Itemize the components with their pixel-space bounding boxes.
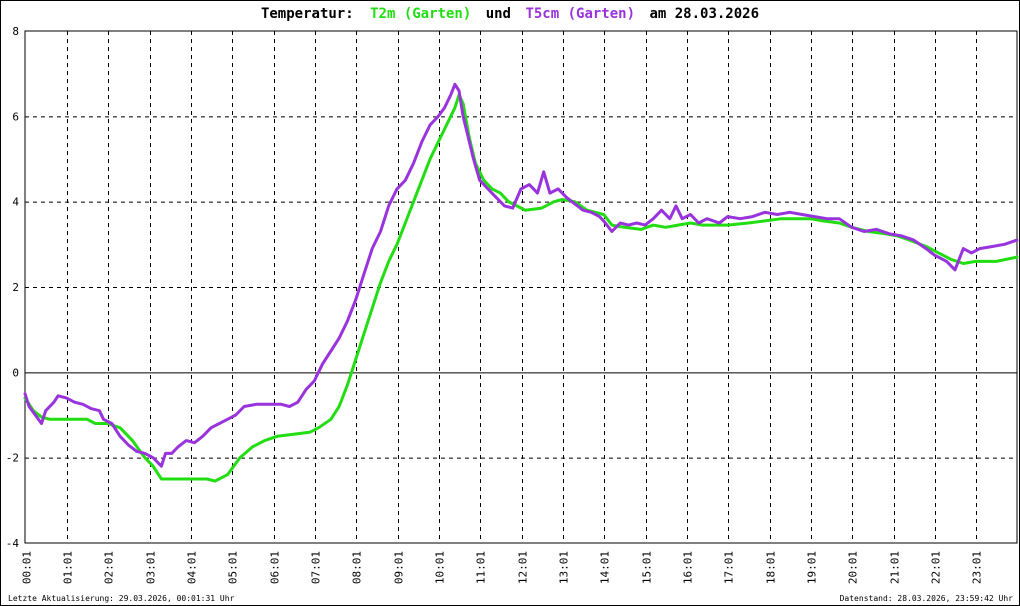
- x-tick-label: 01:01: [62, 551, 75, 584]
- title-connector: und: [486, 6, 511, 22]
- x-tick-labels: 00:01 01:01 02:01 03:01 04:01 05:01 06:01 07:01…: [21, 551, 984, 584]
- series-line-t2m: [23, 93, 1019, 483]
- x-tick-label: 08:01: [351, 551, 364, 584]
- y-tick-label: 8: [12, 25, 19, 38]
- y-tick-label: 2: [12, 281, 19, 294]
- x-tick-label: 14:01: [599, 551, 612, 584]
- x-tick-label: 22:01: [930, 551, 943, 584]
- x-tick-label: 11:01: [475, 551, 488, 584]
- x-tick-label: 15:01: [641, 551, 654, 584]
- x-tick-label: 17:01: [723, 551, 736, 584]
- series-line-t5cm: [23, 82, 1019, 468]
- title-series-t2m: T2m (Garten): [370, 6, 471, 22]
- y-tick-labels: -4 -2 0 2 4 6 8: [6, 25, 20, 550]
- x-tick-label: 21:01: [889, 551, 902, 584]
- x-tick-label: 18:01: [765, 551, 778, 584]
- y-tick-label: 4: [12, 196, 19, 209]
- title-suffix: am 28.03.2026: [649, 6, 759, 22]
- x-tick-label: 19:01: [806, 551, 819, 584]
- x-tick-label: 20:01: [847, 551, 860, 584]
- x-tick-label: 07:01: [310, 551, 323, 584]
- x-tick-label: 02:01: [103, 551, 116, 584]
- footer-last-update: Letzte Aktualisierung: 29.03.2026, 00:01…: [8, 594, 235, 603]
- x-tick-label: 10:01: [434, 551, 447, 584]
- x-tick-label: 06:01: [269, 551, 282, 584]
- x-tick-label: 03:01: [145, 551, 158, 584]
- x-tick-label: 00:01: [21, 551, 34, 584]
- chart-title: Temperatur: T2m (Garten) und T5cm (Garte…: [261, 6, 759, 22]
- x-tick-label: 23:01: [971, 551, 984, 584]
- x-tick-label: 13:01: [558, 551, 571, 584]
- y-tick-label: 6: [12, 110, 19, 123]
- x-tick-label: 16:01: [682, 551, 695, 584]
- series-layer: [23, 82, 1019, 483]
- x-tick-label: 04:01: [186, 551, 199, 584]
- y-tick-label: -4: [6, 537, 20, 550]
- title-prefix: Temperatur:: [261, 6, 354, 22]
- x-tick-label: 05:01: [227, 551, 240, 584]
- x-tick-label: 12:01: [517, 551, 530, 584]
- x-tick-label: 09:01: [393, 551, 406, 584]
- title-series-t5cm: T5cm (Garten): [525, 6, 635, 22]
- y-tick-label: 0: [12, 366, 19, 379]
- footer-data-timestamp: Datenstand: 28.03.2026, 23:59:42 Uhr: [840, 594, 1014, 603]
- y-tick-label: -2: [6, 452, 19, 465]
- grid-layer: [24, 30, 1018, 544]
